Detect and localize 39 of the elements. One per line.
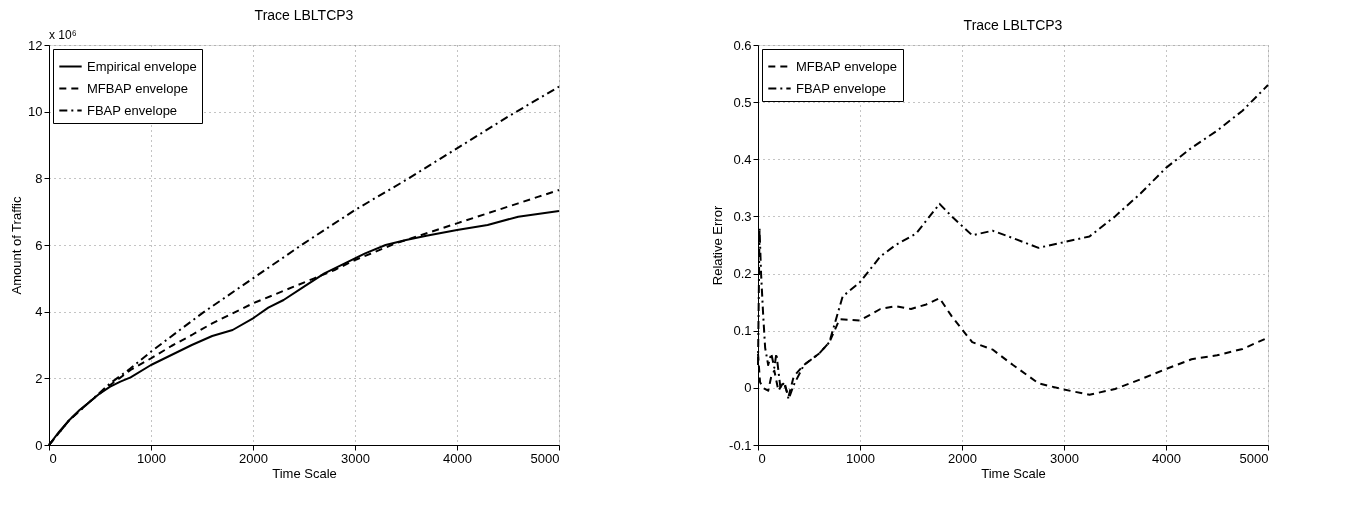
y-tick-label: 10 (28, 104, 43, 120)
chart-title: Trace LBLTCP3 (963, 17, 1063, 33)
y-tick-label: 0.4 (733, 151, 752, 167)
y-tick-label: -0.1 (729, 437, 752, 453)
x-tick-label: 3000 (1050, 450, 1079, 466)
y-tick-label: 0.1 (733, 323, 752, 339)
x-tick-label: 0 (758, 450, 766, 466)
y-tick-label: 8 (35, 170, 43, 186)
y-tick-label: 4 (35, 304, 43, 320)
x-axis-title: Time Scale (272, 465, 337, 481)
legend-label: FBAP envelope (796, 80, 887, 96)
y-tick-label: 0.6 (733, 37, 752, 53)
legend-label: FBAP envelope (87, 102, 178, 118)
x-tick-label: 5000 (530, 450, 560, 466)
x-tick-label: 1000 (846, 450, 875, 466)
legend-label: MFBAP envelope (87, 80, 188, 96)
x-tick-label: 4000 (1152, 450, 1181, 466)
y-tick-label: 0 (35, 437, 43, 453)
y-tick-label: 0.5 (733, 94, 752, 110)
x-tick-label: 5000 (1239, 450, 1269, 466)
y-tick-label: 6 (35, 237, 43, 253)
legend-label: Empirical envelope (87, 58, 197, 74)
y-tick-label: 12 (28, 37, 43, 53)
x-tick-label: 0 (49, 450, 57, 466)
chart-title: Trace LBLTCP3 (254, 7, 354, 23)
y-tick-label: 0 (744, 380, 752, 396)
x-tick-label: 4000 (443, 450, 472, 466)
x-tick-label: 3000 (341, 450, 370, 466)
legend-label: MFBAP envelope (796, 58, 897, 74)
y-axis-title: Relative Error (710, 205, 726, 286)
y-axis-title: Amount of Traffic (9, 195, 25, 295)
y-tick-label: 0.2 (733, 266, 752, 282)
y-tick-label: 0.3 (733, 208, 752, 224)
text: x 10⁶ (49, 28, 77, 42)
x-axis-title: Time Scale (981, 465, 1046, 481)
y-tick-label: 2 (35, 370, 43, 386)
x-tick-label: 2000 (239, 450, 268, 466)
x-tick-label: 2000 (948, 450, 977, 466)
x-tick-label: 1000 (137, 450, 166, 466)
